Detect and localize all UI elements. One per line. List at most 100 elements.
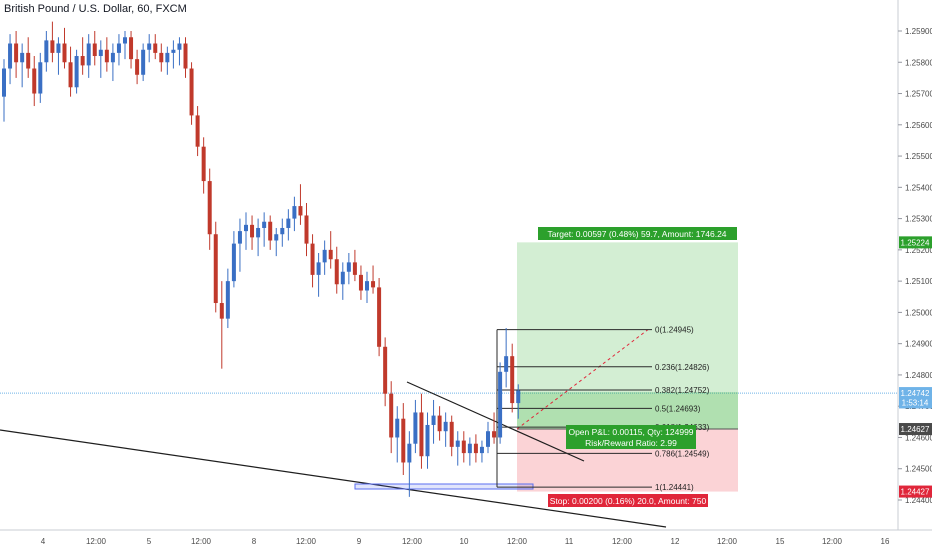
candle-body [479, 446, 484, 454]
y-tick-label: 1.25300 [905, 215, 932, 224]
candle-body [298, 206, 303, 216]
price-label: 1.24742 [901, 389, 930, 398]
x-tick-label: 12:00 [86, 537, 107, 546]
candle-body [437, 415, 442, 432]
candle-body [159, 52, 164, 63]
stop-label: Stop: 0.00200 (0.16%) 20.0, Amount: 750 [550, 496, 707, 506]
candle-body [44, 40, 49, 63]
x-tick-label: 11 [565, 537, 574, 546]
candle-body [286, 218, 291, 228]
candle-body [98, 49, 103, 57]
candle-body [401, 418, 406, 463]
candle-body [274, 234, 279, 241]
y-tick-label: 1.24800 [905, 371, 932, 380]
candle-body [165, 52, 170, 63]
y-tick-label: 1.25800 [905, 58, 932, 67]
candle-body [316, 262, 321, 275]
price-label-bg [899, 387, 932, 400]
x-tick-label: 12:00 [402, 537, 423, 546]
candle-body [383, 346, 388, 394]
x-tick-label: 12:00 [507, 537, 528, 546]
y-tick-label: 1.24400 [905, 496, 932, 505]
candle-body [26, 52, 31, 69]
candle-body [171, 49, 176, 53]
x-tick-label: 12 [671, 537, 680, 546]
x-tick-label: 8 [252, 537, 257, 546]
candle-body [334, 259, 339, 285]
candle-body [50, 40, 55, 53]
candle-body [219, 303, 224, 319]
candle-body [461, 440, 466, 454]
candle-body [455, 440, 460, 447]
candle-body [104, 49, 109, 63]
x-tick-label: 16 [881, 537, 890, 546]
candle-body [256, 227, 261, 238]
candle-body [32, 68, 37, 94]
target-label: Target: 0.00597 (0.48%) 59.7, Amount: 17… [547, 229, 726, 239]
x-tick-label: 12:00 [612, 537, 633, 546]
candle-body [504, 356, 509, 372]
candle-body [207, 181, 212, 235]
candle-body [292, 206, 297, 219]
candle-body [116, 43, 121, 53]
candle-body [473, 443, 478, 454]
candle-body [183, 43, 188, 69]
candle-body [352, 262, 357, 275]
candle-body [413, 412, 418, 444]
candle-body [177, 43, 182, 50]
candle-body [8, 43, 13, 69]
candle-body [492, 431, 497, 438]
candle-body [123, 37, 127, 44]
candle-body [201, 146, 206, 182]
candle-body [129, 37, 134, 60]
candle-body [2, 68, 6, 97]
candle-body [110, 52, 115, 63]
candle-body [346, 262, 351, 272]
x-tick-label: 5 [147, 537, 152, 546]
y-tick-label: 1.25200 [905, 246, 932, 255]
candle-body [213, 234, 218, 304]
candle-body [443, 421, 448, 432]
y-tick-label: 1.24500 [905, 465, 932, 474]
candle-body [153, 43, 158, 53]
candle-body [395, 418, 400, 438]
ratio-label: Risk/Reward Ratio: 2.99 [585, 438, 677, 448]
candle-body [86, 43, 91, 66]
candle-body [74, 56, 79, 88]
fib-level-label: 1(1.24441) [655, 483, 694, 492]
candle-body [516, 390, 521, 404]
y-tick-label: 1.25500 [905, 152, 932, 161]
fib-level-label: 0.382(1.24752) [655, 386, 710, 395]
x-tick-label: 12:00 [191, 537, 212, 546]
fib-level-label: 0(1.24945) [655, 326, 694, 335]
price-label-bg [899, 236, 932, 249]
candle-body [147, 43, 152, 50]
candle-body [419, 412, 424, 457]
candle-body [225, 281, 230, 319]
y-tick-label: 1.24600 [905, 433, 932, 442]
candle-body [195, 115, 200, 147]
candle-body [92, 43, 97, 57]
x-tick-label: 4 [41, 537, 46, 546]
price-label: 1.25224 [901, 238, 930, 247]
trendline-upper [406, 381, 585, 462]
candle-body [389, 393, 394, 438]
support-box [354, 483, 534, 490]
candle-body [425, 424, 430, 457]
x-tick-label: 10 [460, 537, 469, 546]
candle-body [135, 59, 140, 75]
y-tick-label: 1.25900 [905, 27, 932, 36]
price-label-bg [899, 396, 932, 409]
candle-body [141, 49, 146, 75]
candle-body [250, 224, 255, 238]
candle-body [80, 56, 85, 66]
fib-level-label: 0.786(1.24549) [655, 449, 710, 458]
candle-body [189, 68, 194, 116]
price-label-bg [899, 485, 932, 498]
candle-body [358, 274, 363, 291]
profit-zone [517, 392, 738, 430]
target-label-bg [538, 227, 737, 240]
x-tick-label: 12:00 [822, 537, 843, 546]
candle-body [244, 224, 248, 232]
